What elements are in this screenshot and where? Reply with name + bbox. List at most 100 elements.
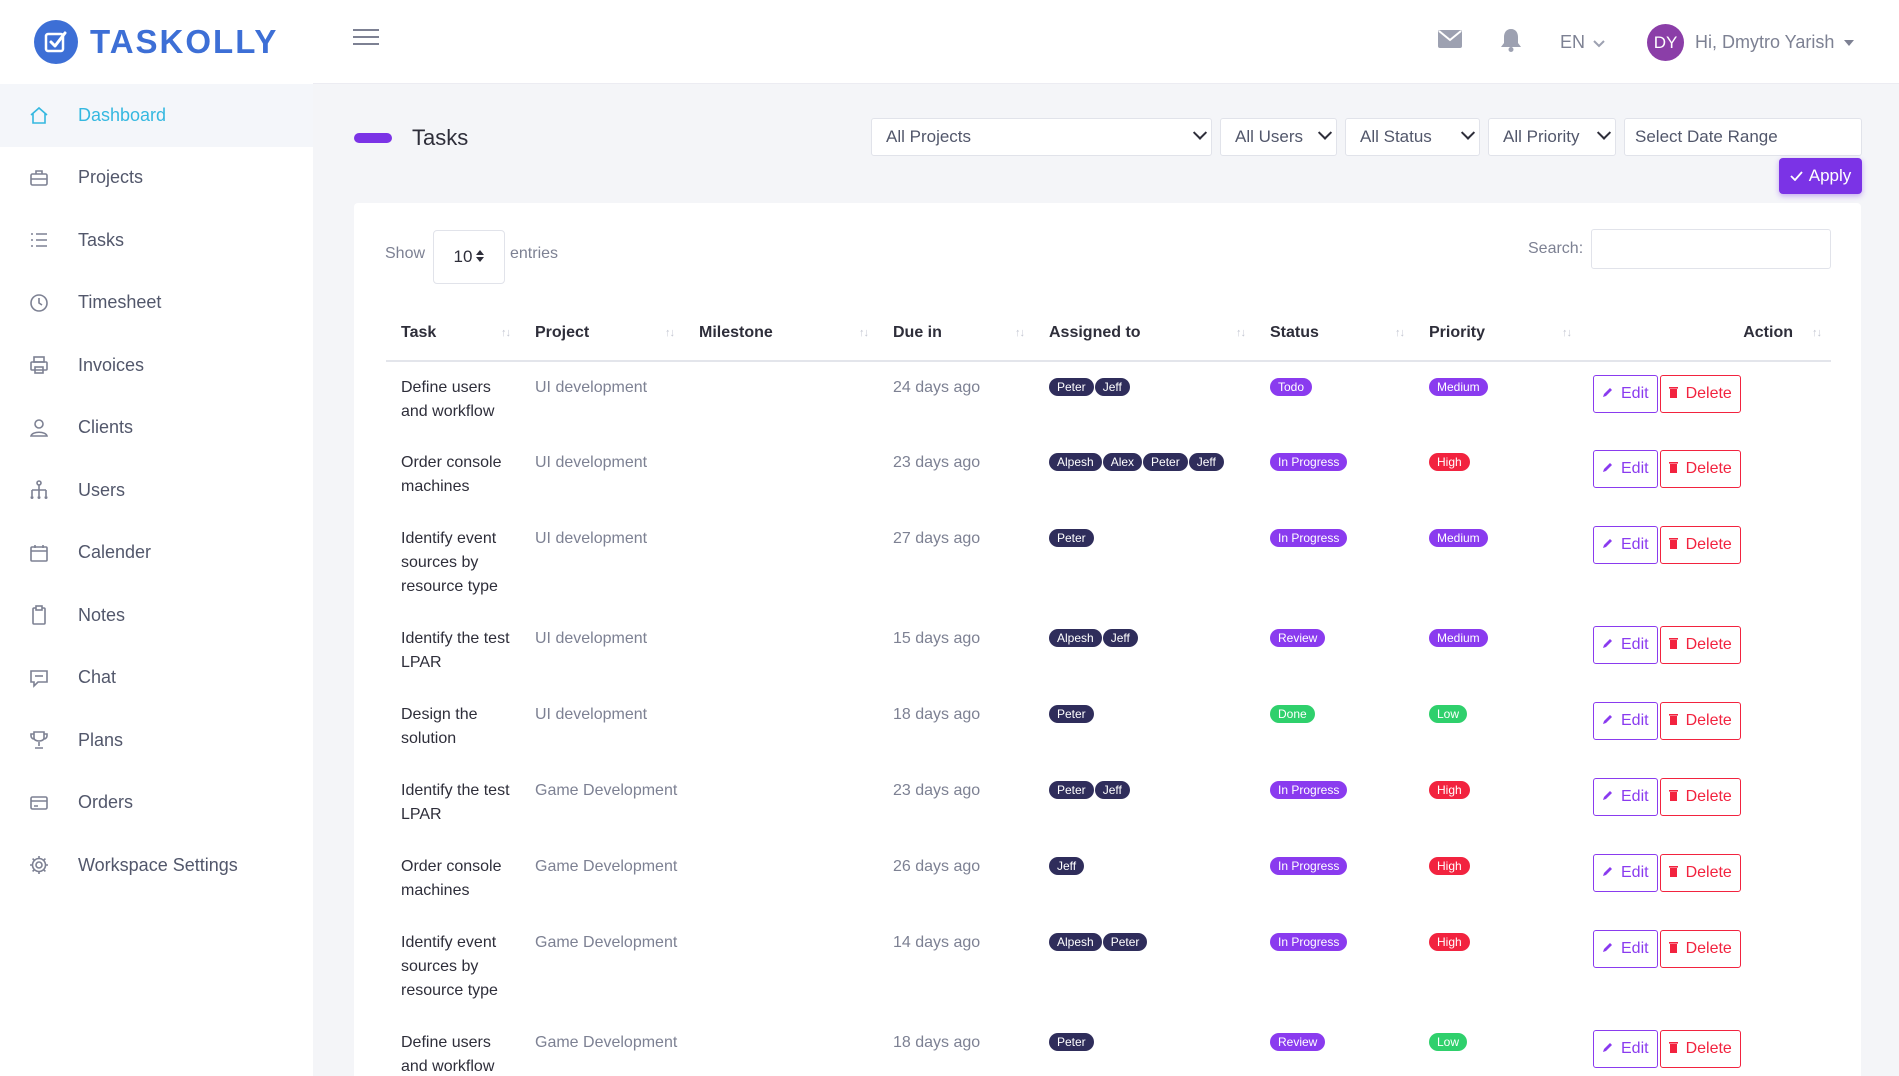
edit-button[interactable]: Edit: [1593, 626, 1658, 664]
delete-button[interactable]: Delete: [1659, 450, 1741, 488]
sidebar-item-tasks[interactable]: Tasks: [0, 209, 313, 272]
project-name: Game Development: [535, 1034, 678, 1051]
task-name[interactable]: Identify event sources by resource type: [401, 934, 498, 999]
brand[interactable]: TASKOLLY: [0, 0, 313, 84]
project-filter-select[interactable]: All Projects: [871, 118, 1212, 156]
pencil-icon: [1602, 785, 1613, 809]
mail-icon[interactable]: [1438, 30, 1462, 53]
date-range-input[interactable]: Select Date Range: [1624, 118, 1862, 156]
task-name[interactable]: Identify event sources by resource type: [401, 530, 498, 595]
edit-label: Edit: [1621, 460, 1649, 477]
entries-label: entries: [510, 245, 559, 262]
assigned-to: Peter Jeff: [1034, 765, 1255, 841]
page-size-select[interactable]: 10: [433, 230, 505, 284]
column-header-due-in[interactable]: Due in ↑↓: [878, 306, 1034, 362]
status-cell: In Progress: [1255, 765, 1414, 841]
sidebar-item-clients[interactable]: Clients: [0, 397, 313, 460]
status-cell: Todo: [1255, 361, 1414, 437]
sidebar-item-notes[interactable]: Notes: [0, 584, 313, 647]
notification-bell-icon[interactable]: [1500, 28, 1522, 57]
delete-button[interactable]: Delete: [1659, 702, 1741, 740]
assignee-badge: Peter: [1049, 1033, 1094, 1051]
user-menu[interactable]: DY Hi, Dmytro Yarish: [1647, 24, 1855, 61]
priority-filter-select[interactable]: All Priority: [1488, 118, 1616, 156]
sidebar-item-workspace-settings[interactable]: Workspace Settings: [0, 834, 313, 897]
user-icon: [28, 417, 50, 439]
edit-button[interactable]: Edit: [1593, 778, 1658, 816]
delete-button[interactable]: Delete: [1659, 854, 1741, 892]
apply-button[interactable]: Apply: [1779, 158, 1862, 194]
assignee-badge: Alpesh: [1049, 453, 1102, 471]
task-name[interactable]: Design the solution: [401, 706, 478, 747]
language-selector[interactable]: EN: [1560, 32, 1605, 53]
task-name[interactable]: Identify the test LPAR: [401, 630, 510, 671]
delete-button[interactable]: Delete: [1659, 526, 1741, 564]
task-name[interactable]: Order console machines: [401, 454, 502, 495]
trophy-icon: [28, 729, 50, 751]
delete-button[interactable]: Delete: [1659, 930, 1741, 968]
status-cell: In Progress: [1255, 437, 1414, 513]
edit-label: Edit: [1621, 712, 1649, 729]
language-code: EN: [1560, 32, 1586, 52]
task-name[interactable]: Order console machines: [401, 858, 502, 899]
task-name[interactable]: Identify the test LPAR: [401, 782, 510, 823]
sidebar-item-projects[interactable]: Projects: [0, 147, 313, 210]
sidebar-item-label: Projects: [78, 167, 144, 188]
sidebar-item-users[interactable]: Users: [0, 459, 313, 522]
priority-badge: High: [1429, 933, 1470, 951]
due-in: 23 days ago: [893, 782, 981, 799]
task-name[interactable]: Define users and workflow: [401, 1034, 495, 1075]
delete-label: Delete: [1685, 864, 1732, 881]
status-cell: Done: [1255, 689, 1414, 765]
sidebar-item-plans[interactable]: Plans: [0, 709, 313, 772]
assignee-badge: Alpesh: [1049, 629, 1102, 647]
status-badge: In Progress: [1270, 453, 1348, 471]
trash-icon: [1668, 937, 1678, 961]
priority-badge: High: [1429, 453, 1470, 471]
column-header-action[interactable]: Action ↑↓: [1581, 306, 1831, 362]
task-name[interactable]: Define users and workflow: [401, 379, 495, 420]
column-header-priority[interactable]: Priority ↑↓: [1414, 306, 1581, 362]
delete-button[interactable]: Delete: [1659, 1030, 1741, 1068]
edit-button[interactable]: Edit: [1593, 702, 1658, 740]
priority-badge: Low: [1429, 1033, 1468, 1051]
menu-toggle-icon[interactable]: [353, 29, 379, 49]
due-in: 15 days ago: [893, 630, 981, 647]
column-header-task[interactable]: Task ↑↓: [386, 306, 520, 362]
project-name: UI development: [535, 379, 648, 396]
sidebar-item-orders[interactable]: Orders: [0, 772, 313, 835]
sidebar-item-dashboard[interactable]: Dashboard: [0, 84, 313, 147]
search-input[interactable]: [1591, 229, 1831, 269]
edit-button[interactable]: Edit: [1593, 1030, 1658, 1068]
column-header-project[interactable]: Project ↑↓: [520, 306, 684, 362]
status-badge: Done: [1270, 705, 1315, 723]
priority-cell: High: [1414, 917, 1581, 1017]
column-header-milestone[interactable]: Milestone ↑↓: [684, 306, 878, 362]
edit-button[interactable]: Edit: [1593, 526, 1658, 564]
user-filter-select[interactable]: All Users: [1220, 118, 1337, 156]
sidebar-item-invoices[interactable]: Invoices: [0, 334, 313, 397]
edit-button[interactable]: Edit: [1593, 930, 1658, 968]
chevron-down-icon: [1596, 125, 1612, 140]
pencil-icon: [1602, 1037, 1613, 1061]
clipboard-icon: [28, 604, 50, 626]
sidebar-item-chat[interactable]: Chat: [0, 647, 313, 710]
delete-button[interactable]: Delete: [1659, 375, 1741, 413]
sidebar-item-calender[interactable]: Calender: [0, 522, 313, 585]
delete-button[interactable]: Delete: [1659, 778, 1741, 816]
apply-label: Apply: [1808, 166, 1852, 185]
delete-button[interactable]: Delete: [1659, 626, 1741, 664]
edit-button[interactable]: Edit: [1593, 854, 1658, 892]
assignee-badge: Jeff: [1102, 629, 1138, 647]
edit-button[interactable]: Edit: [1593, 450, 1658, 488]
brand-name: TASKOLLY: [90, 23, 279, 60]
status-filter-select[interactable]: All Status: [1345, 118, 1480, 156]
delete-label: Delete: [1685, 636, 1732, 653]
sidebar-item-label: Orders: [78, 792, 134, 813]
column-header-assigned-to[interactable]: Assigned to ↑↓: [1034, 306, 1255, 362]
column-header-status[interactable]: Status ↑↓: [1255, 306, 1414, 362]
sidebar-item-timesheet[interactable]: Timesheet: [0, 272, 313, 335]
table-row: Define users and workflow UI development 2…: [386, 361, 1831, 437]
status-cell: Review: [1255, 1017, 1414, 1076]
edit-button[interactable]: Edit: [1593, 375, 1658, 413]
